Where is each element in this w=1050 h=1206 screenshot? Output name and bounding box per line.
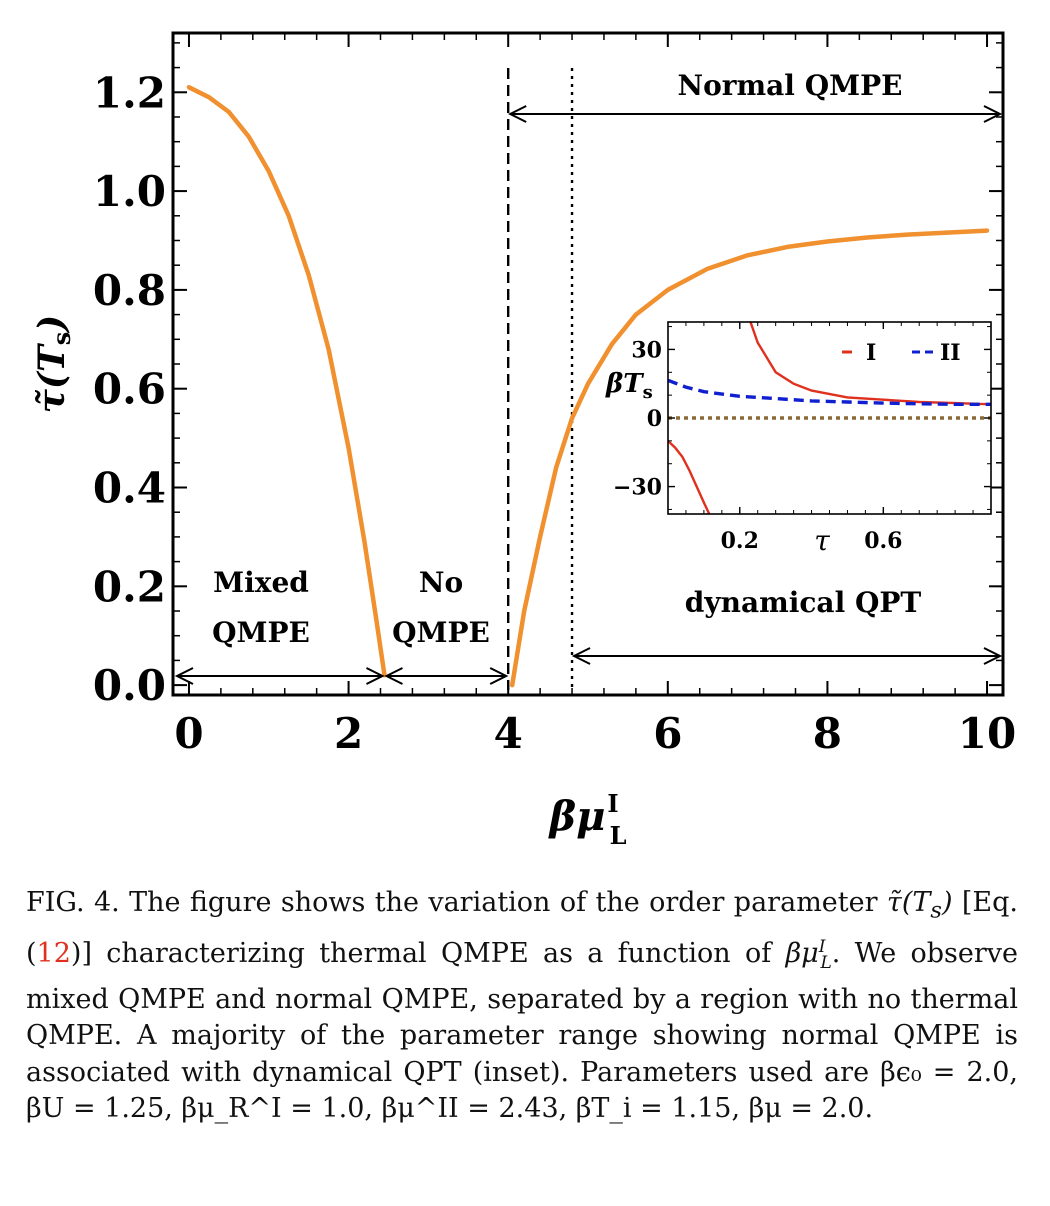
legend-label-I: I [866,340,876,366]
main-y-tick-label: 0.0 [93,661,166,710]
main-y-tick-label: 1.0 [93,167,166,216]
inset-series-II [668,378,991,406]
main-y-tick-label: 1.2 [93,68,166,117]
inset-y-tick-label: −30 [613,475,662,501]
dynamical-qpt-arrow-head-left [571,647,591,665]
main-x-tick-labels: 0 2 4 6 8 10 [174,709,1016,758]
main-x-axis-label: βμI L [548,789,627,850]
inset-legend: I II [842,340,961,366]
region-label: QMPE [212,616,310,649]
inset-x-axis-label: τ [814,524,830,557]
caption-order-parameter: τ̃(Ts) [886,887,953,924]
mixed-qmpe-arrow-head-right [366,667,385,685]
main-y-tick-label: 0.8 [93,266,166,315]
main-x-tick-label: 4 [494,709,523,758]
caption-part-2: [Eq. ( [26,887,1018,969]
legend-label-II: II [940,340,961,366]
inset-x-tick-label: 0.2 [721,528,759,554]
figure: 0 2 4 6 8 10 0.0 0.2 0.4 0.6 0.8 1.0 1.2 Mixed QMPE N… [31,31,1016,850]
inset-series [668,322,991,514]
inset-y-tick-label: 30 [631,337,662,363]
inset-series-I [668,440,711,514]
main-ticks [173,33,1003,695]
inset-y-tick-label: 0 [647,406,662,432]
region-label: No [419,566,463,599]
region-labels: Mixed QMPE No QMPE Normal QMPE dynamical QPT [212,69,921,649]
region-label: QMPE [392,616,490,649]
figure-caption: FIG. 4. The figure shows the variation o… [26,885,1018,1128]
order-parameter-curve [186,85,387,678]
caption-mu-symbol: βμIL [785,936,832,974]
caption-params: βϵ₀ = 2.0, βU = 1.25, βμ_R^I = 1.0, βμ^I… [26,1056,1018,1125]
main-y-tick-label: 0.2 [93,562,166,611]
main-vertical-lines [506,68,574,690]
normal-qmpe-arrow-head-right [983,105,1003,123]
caption-part-3: )] characterizing thermal QMPE as a func… [70,937,786,969]
main-x-tick-label: 0 [174,709,203,758]
inset-x-tick-label: 0.6 [864,528,902,554]
inset-x-tick-labels: 0.2 0.6 [721,528,903,554]
region-label: dynamical QPT [685,586,922,619]
inset-y-tick-labels: 30 0 −30 [613,337,662,500]
main-x-tick-label: 2 [334,709,363,758]
inset-ticks [668,322,991,514]
no-qmpe-arrow-head-left [384,667,403,685]
main-y-axis-label: τ̃(Ts) [31,315,76,414]
region-label: Normal QMPE [678,69,903,102]
main-x-tick-label: 8 [813,709,842,758]
mixed-qmpe-arrow-head-left [174,667,194,685]
main-y-tick-label: 0.6 [93,365,166,414]
caption-equation-ref[interactable]: 12 [36,937,71,969]
main-series [186,85,990,688]
normal-qmpe-arrow-head-left [507,105,527,123]
region-label: Mixed [213,566,309,599]
main-y-tick-label: 0.4 [93,464,166,513]
region-arrows [174,105,1003,685]
caption-part-1: FIG. 4. The figure shows the variation o… [26,887,887,918]
main-x-tick-label: 10 [958,709,1016,758]
inset-series-I [749,322,991,406]
main-y-tick-labels: 0.0 0.2 0.4 0.6 0.8 1.0 1.2 [93,68,166,710]
dynamical-qpt-arrow-head-right [983,647,1003,665]
order-parameter-curve [509,228,990,688]
caption-part-4: . We observe mixed QMPE and normal QMPE,… [26,937,1018,1088]
no-qmpe-arrow-head-right [489,667,509,685]
inset-y-axis-label: βTs [605,369,653,403]
main-x-tick-label: 6 [653,709,682,758]
